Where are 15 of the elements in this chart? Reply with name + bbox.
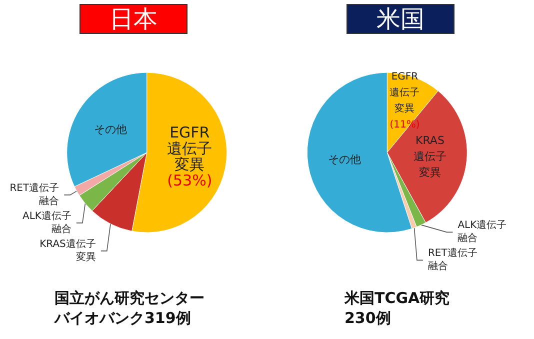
slice-label: ALK遺伝子融合 <box>22 210 72 235</box>
slice-label: ALK遺伝子融合 <box>458 219 507 244</box>
slice-label: その他 <box>328 152 362 166</box>
slice-label: その他 <box>94 123 128 136</box>
text: 米国TCGA研究230例 <box>344 289 450 327</box>
text: 国立がん研究センターバイオバンク319例 <box>54 289 204 327</box>
data-label: (53%) <box>167 172 212 190</box>
slice-label: RET遺伝子融合 <box>428 247 478 272</box>
slice-label: EGFR遺伝子変異 <box>390 72 420 115</box>
slice-label: RET遺伝子融合 <box>10 182 60 207</box>
slice-label: EGFR遺伝子変異 <box>167 124 212 174</box>
slice-label: KRAS遺伝子変異 <box>40 238 96 263</box>
chart-title: 日本 <box>110 5 158 33</box>
chart-title: 米国 <box>376 5 424 33</box>
slice-label: KRAS遺伝子変異 <box>413 134 446 180</box>
